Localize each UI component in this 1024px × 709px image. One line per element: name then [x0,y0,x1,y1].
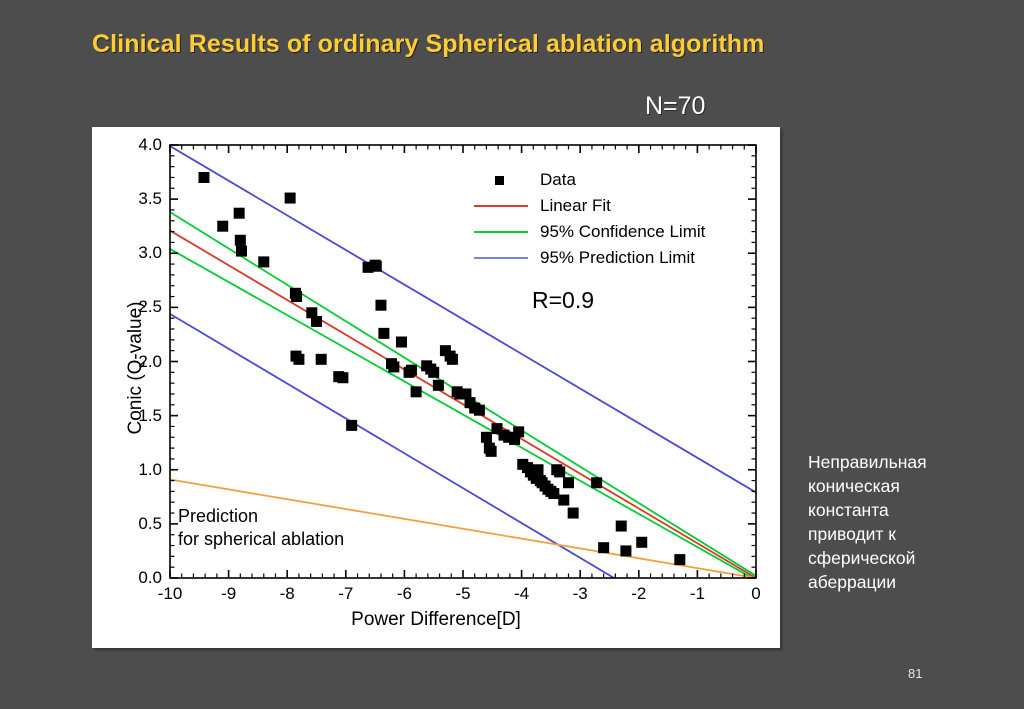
chart-legend: Data Linear Fit 95% Confidence Limit 95%… [470,167,705,271]
y-axis-tick-label: 1.0 [138,459,162,479]
x-axis-title: Power Difference[D] [351,609,521,630]
prediction-annotation-line1: Prediction [178,506,259,526]
chart-panel: Conic (Q-value) Power Difference[D] Data… [92,127,780,648]
x-axis-tick-label: -4 [514,584,530,603]
prediction-limit-line-icon [470,250,532,266]
legend-item-data: Data [470,167,705,193]
y-axis-tick-label: 3.0 [138,243,162,263]
legend-item-confidence-limit: 95% Confidence Limit [470,219,705,245]
side-note-line: аберрации [808,572,897,592]
side-note-line: сферической [808,548,916,568]
y-axis-tick-label: 2.5 [138,297,162,317]
legend-item-linear-fit: Linear Fit [470,193,705,219]
scatter-plot-svg [169,144,757,579]
legend-item-prediction-limit: 95% Prediction Limit [470,245,705,271]
x-axis-tick-label: -2 [631,584,647,603]
sample-size-label: N=70 [645,92,706,120]
legend-label: 95% Confidence Limit [540,222,706,241]
y-axis-tick-label: 2.0 [138,351,162,371]
prediction-annotation: Prediction for spherical ablation [178,505,344,551]
prediction-annotation-line2: for spherical ablation [178,529,345,549]
side-note-line: приводит к [808,524,896,544]
x-axis-tick-label: -5 [455,584,471,603]
y-axis-tick-label: 0.5 [138,513,162,533]
x-axis-tick-label: -1 [689,584,705,603]
side-note-line: Неправильная [808,452,927,472]
legend-label: Data [540,170,576,189]
y-axis-tick-label: 4.0 [138,135,162,154]
side-note: Неправильная коническая константа привод… [808,450,1008,594]
x-axis-tick-label: -6 [396,584,412,603]
y-axis-tick-label: 3.5 [138,189,162,209]
confidence-limit-line-icon [470,224,532,240]
page-number: 81 [908,666,923,681]
side-note-line: коническая [808,476,900,496]
x-axis-tick-label: 0 [751,584,761,603]
x-axis-tick-label: -9 [221,584,237,603]
x-axis-tick-label: -3 [572,584,588,603]
legend-label: Linear Fit [540,196,611,215]
page-title: Clinical Results of ordinary Spherical a… [92,30,765,58]
y-axis-tick-label: 0.0 [138,568,162,587]
correlation-annotation: R=0.9 [532,287,595,313]
y-axis-tick-label: 1.5 [138,405,162,425]
legend-label: 95% Prediction Limit [540,248,695,267]
x-axis-tick-label: -8 [279,584,295,603]
side-note-line: константа [808,500,889,520]
linear-fit-line-icon [470,198,532,214]
x-axis-tick-label: -10 [157,584,183,603]
x-axis-tick-label: -7 [338,584,354,603]
data-marker-icon [470,172,532,188]
